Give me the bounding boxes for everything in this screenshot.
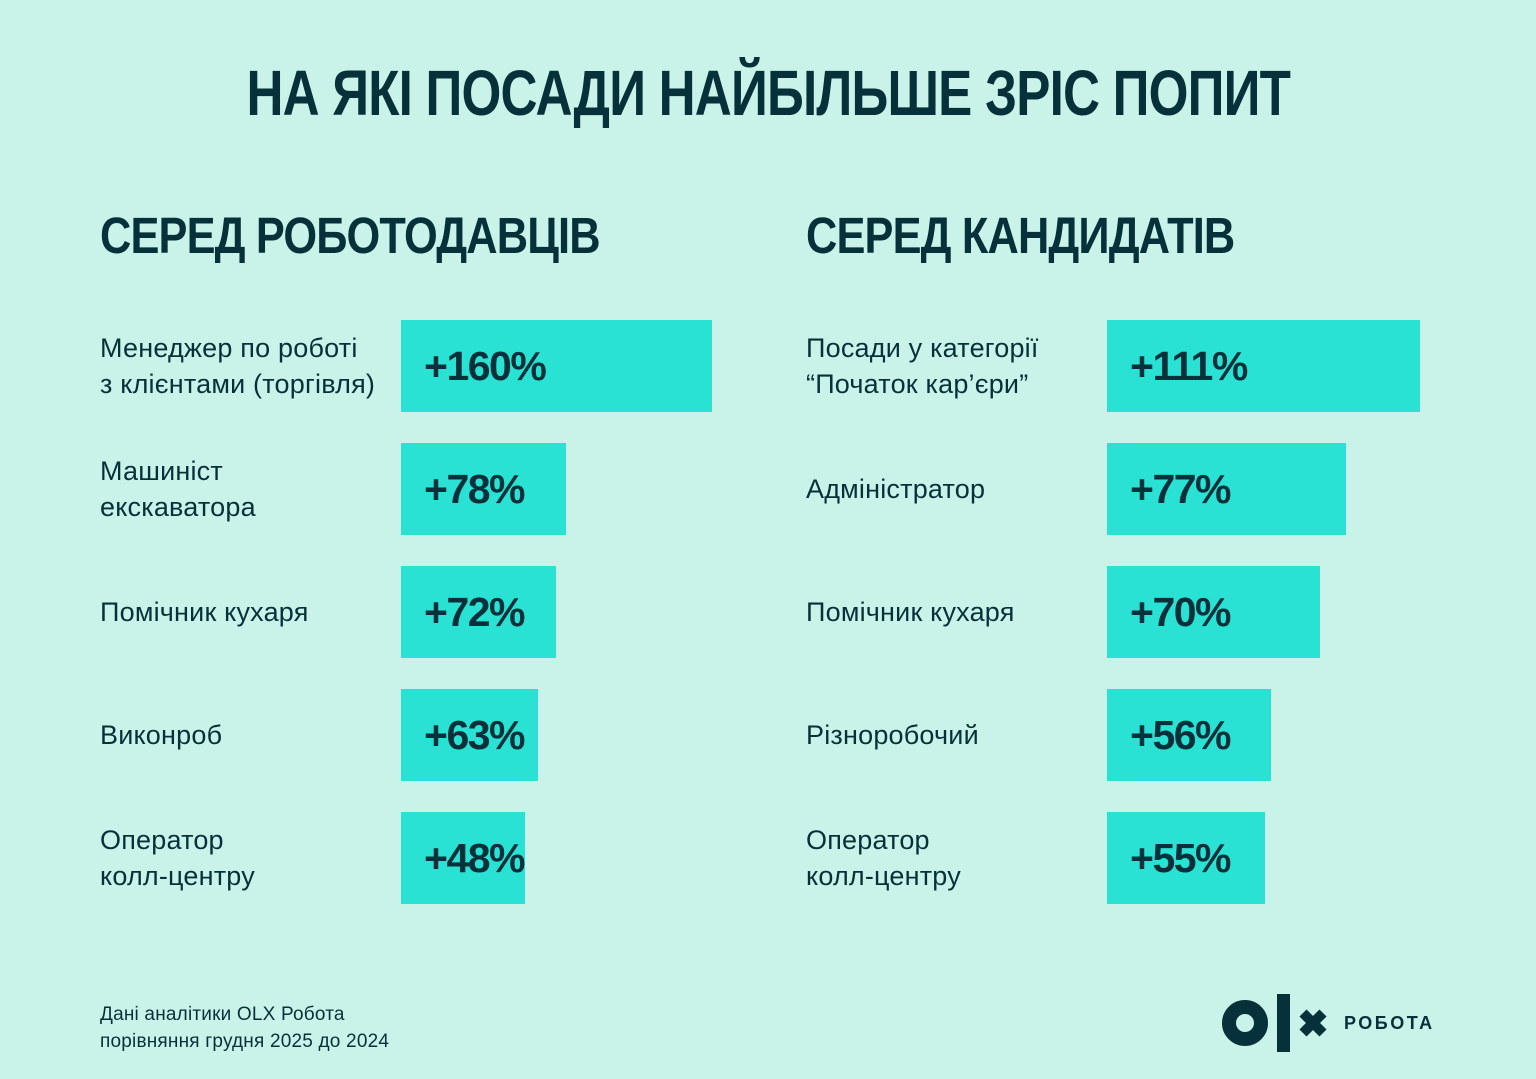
chart-row: Посади у категорії “Початок кар’єри” +111… bbox=[806, 320, 1420, 412]
value-bar: +63% bbox=[401, 689, 538, 781]
chart-row: Помічник кухаря +70% bbox=[806, 566, 1420, 658]
value-label: +78% bbox=[424, 465, 526, 512]
value-label: +55% bbox=[1130, 834, 1232, 881]
value-bar: +55% bbox=[1107, 812, 1265, 904]
candidates-column: СЕРЕД КАНДИДАТІВ Посади у категорії “Поч… bbox=[806, 206, 1420, 935]
source-note-line1: Дані аналітики OLX Робота bbox=[100, 1004, 345, 1025]
employers-column-title: СЕРЕД РОБОТОДАВЦІВ bbox=[100, 207, 601, 264]
employers-column: СЕРЕД РОБОТОДАВЦІВ Менеджер по роботі з … bbox=[100, 206, 712, 935]
chart-row: Оператор колл-центру +55% bbox=[806, 812, 1420, 904]
value-bar: +160% bbox=[401, 320, 712, 412]
value-bar: +48% bbox=[401, 812, 526, 904]
value-label: +70% bbox=[1130, 588, 1232, 635]
olx-l-icon bbox=[1277, 994, 1290, 1052]
candidates-column-header: СЕРЕД КАНДИДАТІВ bbox=[806, 206, 1420, 266]
job-label: Посади у категорії “Початок кар’єри” bbox=[806, 333, 1039, 399]
olx-logo: РОБОТА bbox=[1222, 994, 1435, 1052]
job-label: Адміністратор bbox=[806, 474, 986, 504]
value-label: +72% bbox=[424, 588, 526, 635]
job-label: Помічник кухаря bbox=[806, 597, 1015, 627]
chart-row: Помічник кухаря +72% bbox=[100, 566, 712, 658]
value-bar: +72% bbox=[401, 566, 556, 658]
chart-row: Виконроб +63% bbox=[100, 689, 712, 781]
value-label: +77% bbox=[1130, 465, 1232, 512]
value-label: +111% bbox=[1130, 342, 1248, 389]
chart-row: Адміністратор +77% bbox=[806, 443, 1420, 535]
value-bar: +111% bbox=[1107, 320, 1420, 412]
title-bar: НА ЯКІ ПОСАДИ НАЙБІЛЬШЕ ЗРІС ПОПИТ bbox=[0, 56, 1536, 130]
employers-rows: Менеджер по роботі з клієнтами (торгівля… bbox=[100, 320, 712, 904]
value-label: +56% bbox=[1130, 711, 1232, 758]
job-label: Машиніст екскаватора bbox=[100, 456, 256, 522]
olx-o-icon bbox=[1222, 1000, 1268, 1046]
job-label: Різноробочий bbox=[806, 720, 979, 750]
candidates-rows: Посади у категорії “Початок кар’єри” +111… bbox=[806, 320, 1420, 904]
job-label: Оператор колл-центру bbox=[806, 825, 961, 891]
chart-row: Машиніст екскаватора +78% bbox=[100, 443, 712, 535]
value-bar: +78% bbox=[401, 443, 566, 535]
value-label: +48% bbox=[424, 834, 526, 881]
page-title: НА ЯКІ ПОСАДИ НАЙБІЛЬШЕ ЗРІС ПОПИТ bbox=[246, 57, 1290, 129]
chart-row: Оператор колл-центру +48% bbox=[100, 812, 712, 904]
chart-row: Менеджер по роботі з клієнтами (торгівля… bbox=[100, 320, 712, 412]
job-label: Виконроб bbox=[100, 720, 223, 750]
chart-row: Різноробочий +56% bbox=[806, 689, 1420, 781]
value-label: +160% bbox=[424, 342, 547, 389]
value-label: +63% bbox=[424, 711, 526, 758]
source-note-line2: порівняння грудня 2025 до 2024 bbox=[100, 1031, 390, 1052]
candidates-column-title: СЕРЕД КАНДИДАТІВ bbox=[806, 207, 1235, 264]
job-label: Менеджер по роботі з клієнтами (торгівля… bbox=[100, 333, 376, 399]
value-bar: +56% bbox=[1107, 689, 1271, 781]
olx-x-icon bbox=[1299, 1009, 1327, 1037]
job-label: Оператор колл-центру bbox=[100, 825, 255, 891]
olx-product-label: РОБОТА bbox=[1344, 1012, 1435, 1033]
job-label: Помічник кухаря bbox=[100, 597, 309, 627]
source-note: Дані аналітики OLX Робота порівняння гру… bbox=[100, 1001, 389, 1055]
employers-column-header: СЕРЕД РОБОТОДАВЦІВ bbox=[100, 206, 712, 266]
value-bar: +77% bbox=[1107, 443, 1346, 535]
value-bar: +70% bbox=[1107, 566, 1320, 658]
